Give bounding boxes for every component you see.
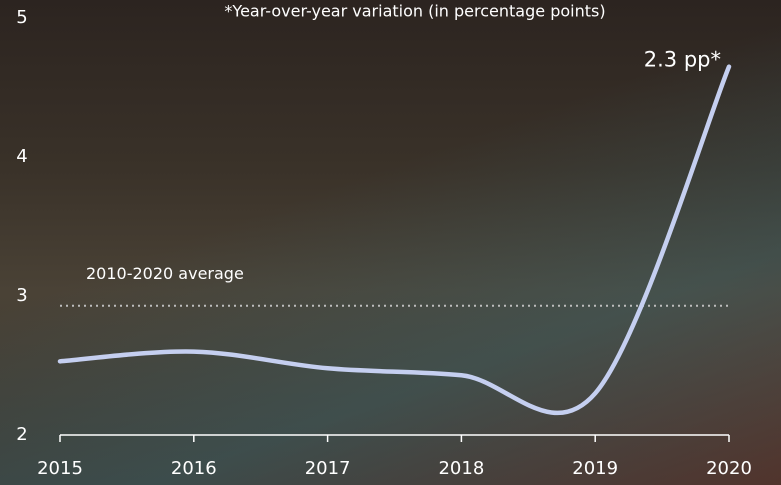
- y-tick-label: 4: [16, 146, 27, 167]
- x-tick-label: 2015: [37, 458, 83, 479]
- annotation: 2.3 pp*: [644, 48, 721, 72]
- chart-area: *Year-over-year variation (in percentage…: [0, 0, 781, 485]
- average-label: 2010-2020 average: [86, 264, 244, 283]
- data-line: [60, 67, 729, 413]
- y-tick-label: 2: [16, 424, 27, 445]
- x-tick-label: 2017: [305, 458, 351, 479]
- y-tick-label: 3: [16, 285, 27, 306]
- x-tick-label: 2019: [572, 458, 618, 479]
- x-tick-label: 2020: [706, 458, 752, 479]
- chart: *Year-over-year variation (in percentage…: [0, 0, 781, 485]
- x-tick-label: 2018: [438, 458, 484, 479]
- y-tick-label: 5: [16, 7, 27, 28]
- chart-title: *Year-over-year variation (in percentage…: [224, 2, 605, 21]
- x-tick-label: 2016: [171, 458, 217, 479]
